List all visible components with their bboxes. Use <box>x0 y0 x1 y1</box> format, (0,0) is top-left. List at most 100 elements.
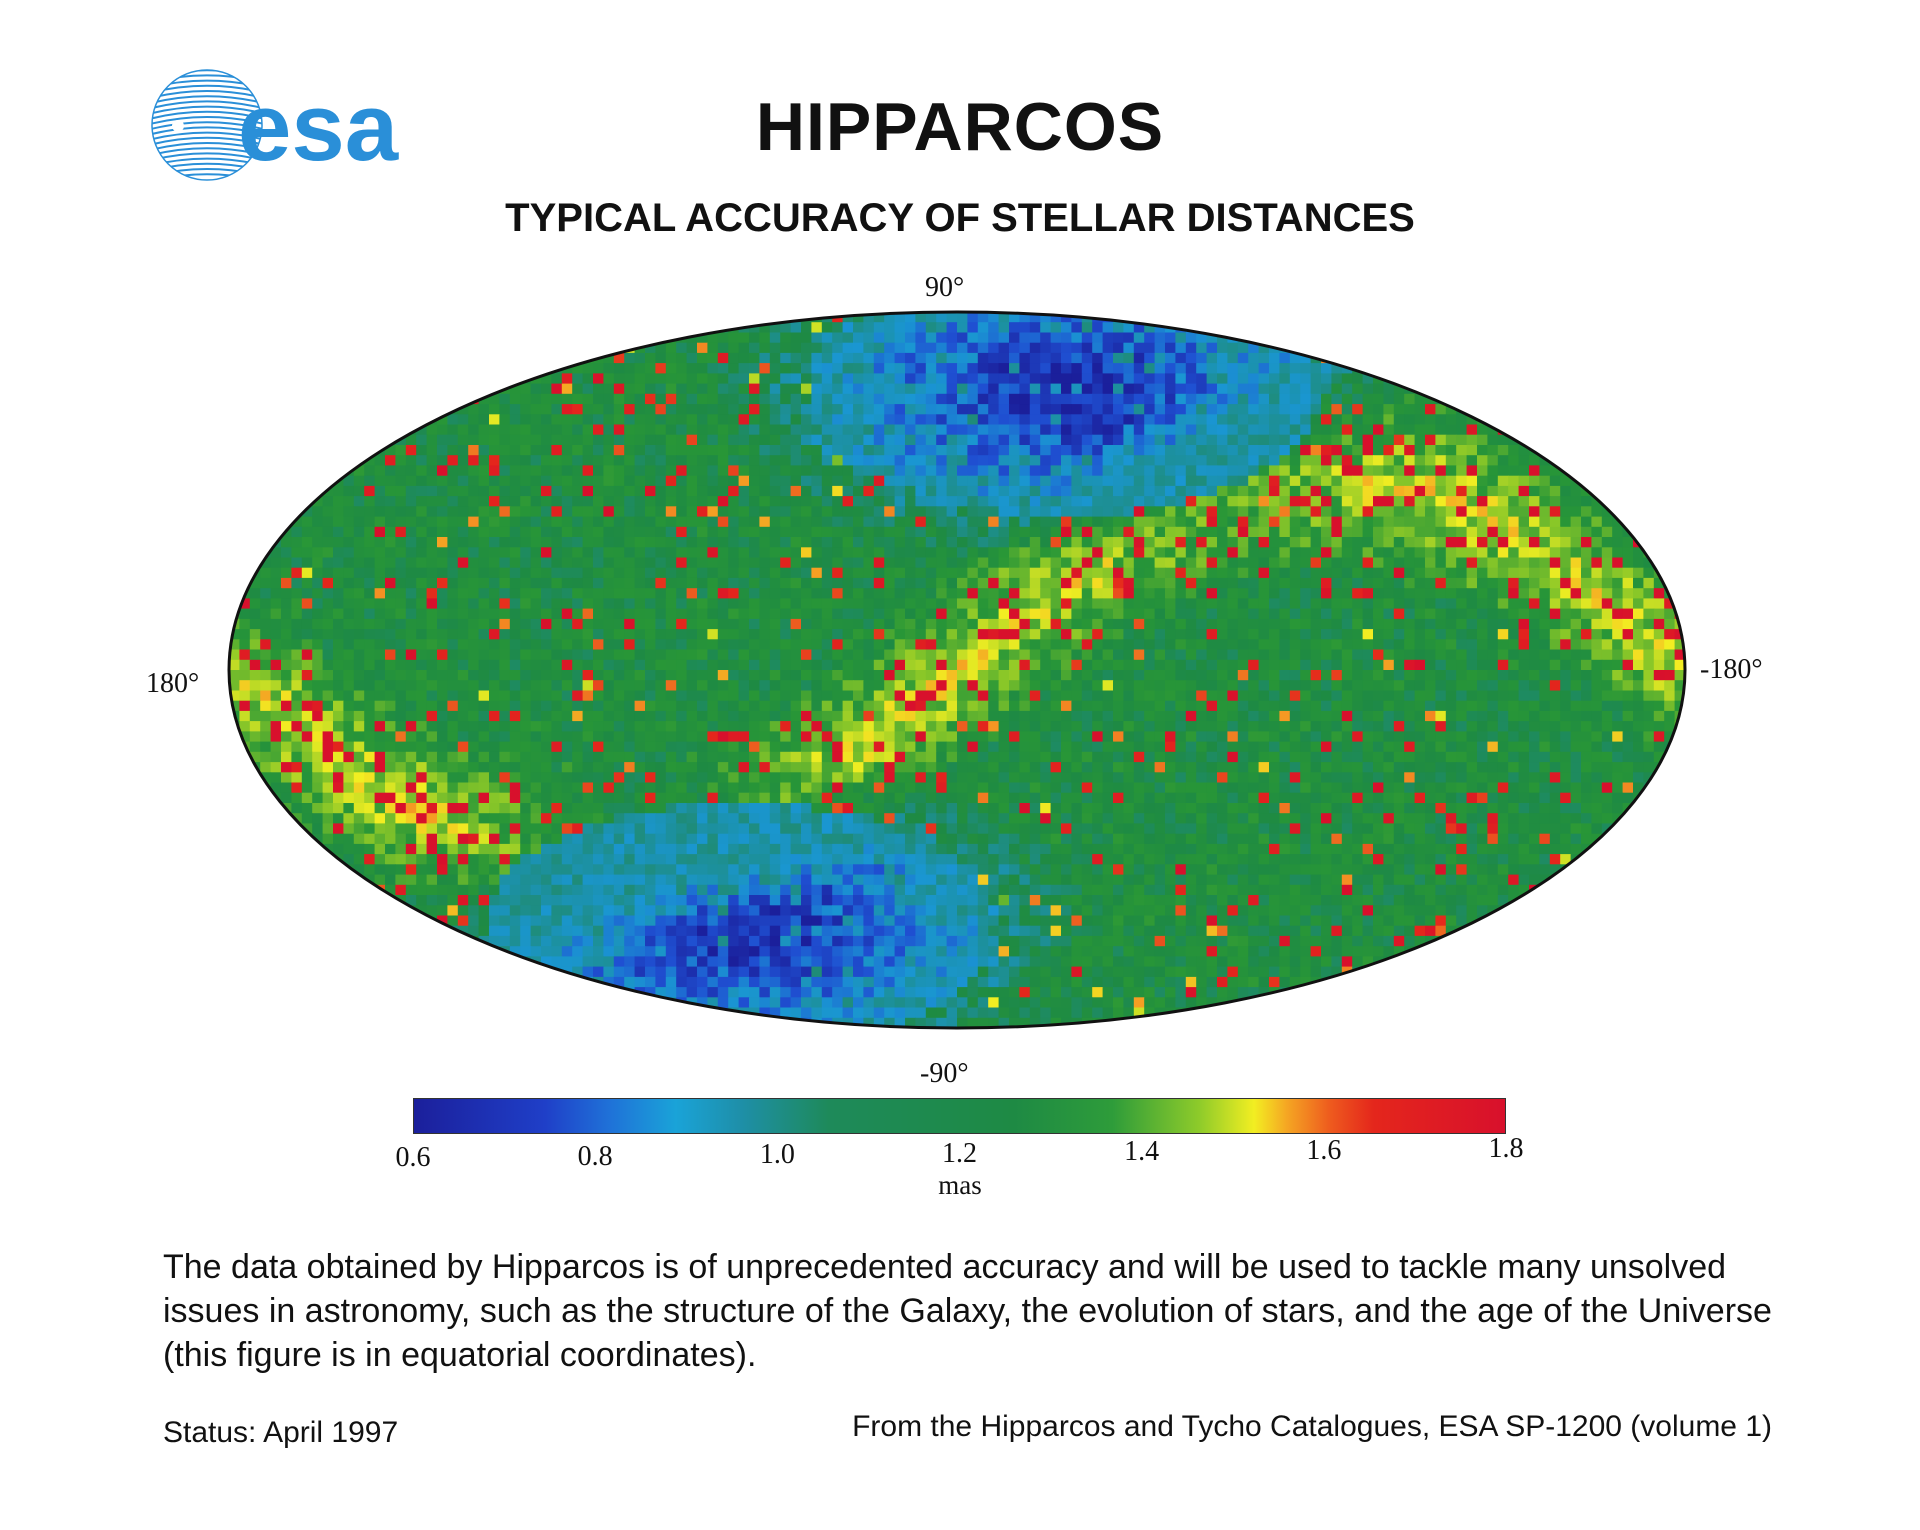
heatmap-cell <box>957 731 968 743</box>
heatmap-cell <box>832 680 844 691</box>
heatmap-cell <box>759 414 771 426</box>
heatmap-cell <box>1601 700 1613 712</box>
heatmap-cell <box>1113 588 1124 599</box>
heatmap-cell <box>1258 731 1270 743</box>
heatmap-cell <box>447 567 459 579</box>
heatmap-cell <box>884 424 896 436</box>
heatmap-cell <box>260 690 272 702</box>
heatmap-cell <box>1279 639 1291 651</box>
heatmap-cell <box>572 424 584 436</box>
heatmap-cell <box>1113 455 1124 466</box>
heatmap-cell <box>624 629 636 640</box>
heatmap-cell <box>1081 629 1093 640</box>
heatmap-cell <box>593 700 604 712</box>
heatmap-cell <box>1165 455 1176 466</box>
heatmap-cell <box>1258 414 1270 426</box>
heatmap-cell <box>1352 639 1364 651</box>
heatmap-cell <box>905 690 916 702</box>
heatmap-cell <box>738 537 750 548</box>
heatmap-cell <box>1009 577 1020 589</box>
heatmap-cell <box>1113 373 1124 385</box>
heatmap-cell <box>301 721 313 732</box>
heatmap-cell <box>1206 557 1218 569</box>
heatmap-cell <box>1549 710 1561 722</box>
heatmap-cell <box>1185 649 1197 661</box>
heatmap-cell <box>541 731 552 743</box>
heatmap-cell <box>634 465 646 477</box>
heatmap-cell <box>1373 383 1384 395</box>
heatmap-cell <box>853 363 864 374</box>
heatmap-cell <box>957 373 968 385</box>
heatmap-cell <box>1487 506 1499 518</box>
heatmap-cell <box>1113 710 1124 722</box>
heatmap-cell <box>1477 608 1488 620</box>
heatmap-cell <box>1518 475 1530 487</box>
heatmap-cell <box>1653 670 1665 681</box>
heatmap-cell <box>1549 649 1561 661</box>
heatmap-cell <box>863 588 875 599</box>
heatmap-cell <box>1456 414 1468 426</box>
heatmap-cell <box>811 588 823 599</box>
heatmap-cell <box>998 455 1010 466</box>
heatmap-cell <box>1019 383 1031 395</box>
heatmap-cell <box>759 393 771 405</box>
heatmap-cell <box>551 434 563 446</box>
heatmap-cell <box>457 475 469 487</box>
heatmap-cell <box>530 393 542 405</box>
heatmap-cell <box>686 526 698 538</box>
heatmap-cell <box>1185 383 1197 395</box>
heatmap-cell <box>1612 731 1624 743</box>
heatmap-cell <box>291 577 303 589</box>
heatmap-cell <box>738 434 750 446</box>
heatmap-cell <box>842 506 854 518</box>
heatmap-cell <box>1341 608 1353 620</box>
heatmap-cell <box>457 700 469 712</box>
heatmap-cell <box>530 455 542 466</box>
heatmap-cell <box>312 608 324 620</box>
heatmap-cell <box>572 547 584 559</box>
heatmap-cell <box>1331 567 1343 579</box>
heatmap-cell <box>270 649 282 661</box>
heatmap-cell <box>946 393 958 405</box>
heatmap-cell <box>738 659 750 671</box>
heatmap-cell <box>707 434 719 446</box>
heatmap-cell <box>853 485 864 497</box>
heatmap-cell <box>1300 342 1312 354</box>
heatmap-cell <box>1258 629 1270 640</box>
heatmap-cell <box>405 455 417 466</box>
heatmap-cell <box>1196 475 1208 487</box>
heatmap-cell <box>1310 547 1322 559</box>
heatmap-cell <box>1456 710 1468 722</box>
heatmap-cell <box>1269 608 1280 620</box>
heatmap-cell <box>1518 445 1530 456</box>
heatmap-cell <box>1414 659 1426 671</box>
heatmap-cell <box>593 373 604 385</box>
heatmap-cell <box>1029 383 1041 395</box>
heatmap-cell <box>1029 363 1041 374</box>
heatmap-cell <box>530 516 542 528</box>
heatmap-cell <box>717 526 729 538</box>
heatmap-cell <box>707 588 719 599</box>
heatmap-cell <box>832 455 844 466</box>
heatmap-cell <box>1633 710 1644 722</box>
heatmap-cell <box>613 547 625 559</box>
heatmap-cell <box>676 557 688 569</box>
heatmap-cell <box>1300 393 1312 405</box>
heatmap-cell <box>509 526 521 538</box>
heatmap-cell <box>1081 424 1093 436</box>
heatmap-cell <box>1383 506 1395 518</box>
heatmap-cell <box>603 516 615 528</box>
heatmap-cell <box>229 680 240 691</box>
heatmap-cell <box>1539 690 1551 702</box>
heatmap-cell <box>1664 670 1676 681</box>
heatmap-cell <box>863 342 875 354</box>
heatmap-cell <box>1331 434 1343 446</box>
heatmap-cell <box>281 618 292 630</box>
heatmap-cell <box>1248 414 1260 426</box>
heatmap-cell <box>728 496 740 507</box>
heatmap-cell <box>749 639 760 651</box>
heatmap-cell <box>801 537 812 548</box>
heatmap-cell <box>1362 465 1374 477</box>
heatmap-cell <box>1300 598 1312 610</box>
heatmap-cell <box>1196 506 1208 518</box>
